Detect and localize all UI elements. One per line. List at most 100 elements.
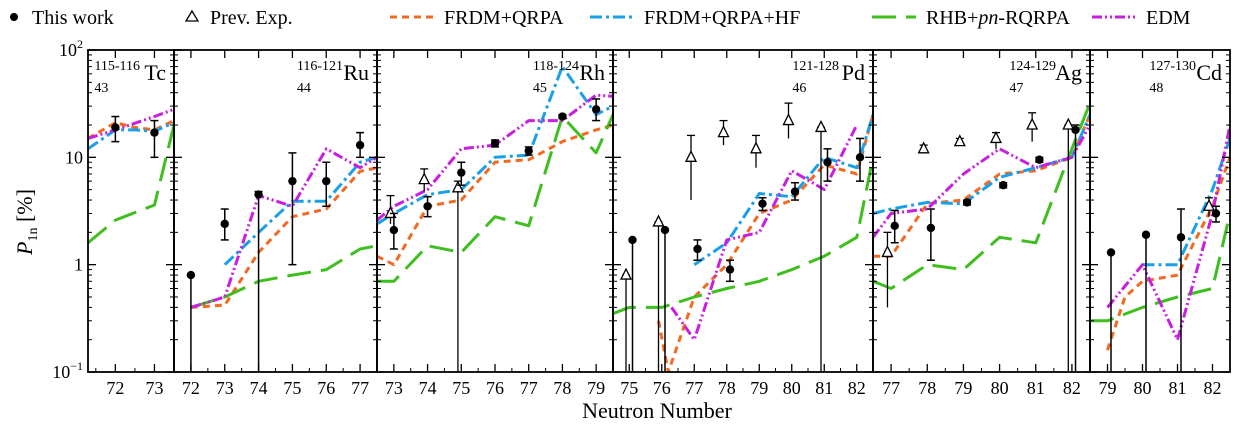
legend-item-rhb: RHB+pn-RQRPA	[872, 7, 1070, 29]
this-work-point	[790, 187, 800, 196]
this-work-point	[1141, 230, 1151, 239]
series-edm-line	[1106, 124, 1230, 342]
panel-plot-area	[377, 65, 613, 372]
series-frdm_qrpa-line	[377, 123, 613, 267]
this-work-point	[693, 244, 702, 254]
this-work-point	[758, 199, 767, 208]
panel-frame	[173, 49, 378, 373]
x-tick-label: 74	[419, 378, 437, 398]
this-work-point	[628, 235, 637, 245]
y-tick-label: 10−1	[52, 359, 83, 382]
prev-exp-point	[953, 134, 966, 147]
prev-exp-point	[684, 149, 698, 162]
series-rhb-line	[88, 124, 174, 244]
x-tick-label: 80	[1134, 378, 1152, 398]
x-tick-label: 73	[145, 378, 163, 398]
series-rhb-line	[190, 244, 377, 309]
isotope-proton-number: 43	[94, 81, 108, 96]
prev-exp-point	[917, 141, 930, 154]
isotope-element-label: Ag	[1055, 60, 1082, 85]
series-rhb-line	[873, 102, 1090, 290]
series-edm-line	[88, 107, 174, 140]
this-work-point	[962, 198, 972, 207]
isotope-proton-number: 45	[533, 81, 547, 96]
panel-plot-area	[1090, 124, 1230, 372]
panel-plot-area	[88, 107, 174, 244]
x-tick-label: 78	[553, 378, 571, 398]
this-work-point	[111, 123, 120, 132]
this-work-point	[1071, 125, 1080, 135]
x-tick-label: 72	[182, 378, 200, 398]
x-tick-label: 77	[520, 378, 538, 398]
series-frdm_qrpa_hf-line	[88, 121, 174, 151]
x-tick-label: 76	[653, 378, 671, 398]
x-axis-label: Neutron Number	[582, 398, 732, 423]
isotope-element-label: Rh	[579, 60, 605, 85]
isotope-mass-range: 124-129	[1009, 59, 1056, 74]
isotope-mass-range: 115-116	[94, 59, 140, 74]
x-tick-label: 81	[1169, 378, 1187, 398]
prev-exp-point	[1202, 198, 1216, 211]
x-tick-label: 79	[587, 378, 605, 398]
prev-exp-point	[652, 214, 665, 227]
x-tick-label: 77	[351, 378, 369, 398]
this-work-point	[457, 168, 466, 177]
x-tick-label: 74	[250, 378, 268, 398]
prev-exp-point	[1026, 117, 1039, 130]
panel-plot-area	[873, 102, 1090, 372]
prev-exp-point	[749, 141, 763, 154]
isotope-element-label: Ru	[343, 60, 369, 85]
this-work-point	[660, 225, 670, 235]
isotope-mass-range: 116-121	[297, 59, 343, 74]
this-work-point	[823, 158, 832, 167]
this-work-point	[890, 221, 899, 231]
series-edm-line	[670, 124, 859, 342]
series-frdm_qrpa_hf-line	[223, 155, 377, 266]
x-tick-label: 79	[1099, 378, 1117, 398]
panel-frame	[87, 49, 175, 373]
x-tick-label: 79	[750, 378, 768, 398]
this-work-point	[423, 202, 432, 211]
series-frdm_qrpa-line	[1106, 156, 1230, 351]
this-work-point	[1035, 155, 1044, 164]
this-work-point	[490, 139, 500, 148]
prev-exp-point	[814, 119, 828, 133]
y-tick-label: 102	[59, 37, 83, 60]
legend-label: EDM	[1146, 7, 1191, 29]
this-work-point	[1176, 233, 1186, 242]
series-frdm_qrpa_hf-line	[873, 114, 1090, 215]
x-tick-label: 80	[783, 378, 801, 398]
series-edm-line	[190, 147, 377, 309]
prev-exp-point	[1062, 117, 1075, 130]
x-tick-label: 75	[452, 378, 470, 398]
x-tick-label: 80	[991, 378, 1009, 398]
series-rhb-line	[613, 157, 873, 316]
this-work-point	[322, 176, 331, 186]
x-tick-label: 78	[918, 378, 936, 398]
isotope-proton-number: 44	[297, 81, 311, 96]
legend-marker-circle	[10, 13, 18, 21]
isotope-proton-number: 48	[1149, 81, 1163, 96]
x-tick-label: 82	[1063, 378, 1081, 398]
x-tick-label: 75	[620, 378, 638, 398]
legend-label: FRDM+QRPA	[444, 7, 564, 29]
series-rhb-line	[377, 113, 613, 283]
y-axis-label: P1n [%]	[12, 189, 41, 256]
prev-exp-point	[384, 206, 397, 219]
isotope-mass-range: 127-130	[1149, 59, 1196, 74]
y-tick-label: 1	[74, 255, 83, 275]
x-tick-label: 81	[815, 378, 833, 398]
this-work-point	[288, 176, 297, 186]
x-tick-label: 82	[848, 378, 866, 398]
legend-label: Prev. Exp.	[210, 7, 293, 29]
x-tick-label: 72	[106, 378, 124, 398]
this-work-point	[150, 128, 159, 137]
this-work-point	[591, 105, 601, 114]
series-frdm_qrpa-line	[657, 114, 873, 372]
isotope-proton-number: 47	[1009, 81, 1023, 96]
this-work-point	[355, 140, 365, 150]
